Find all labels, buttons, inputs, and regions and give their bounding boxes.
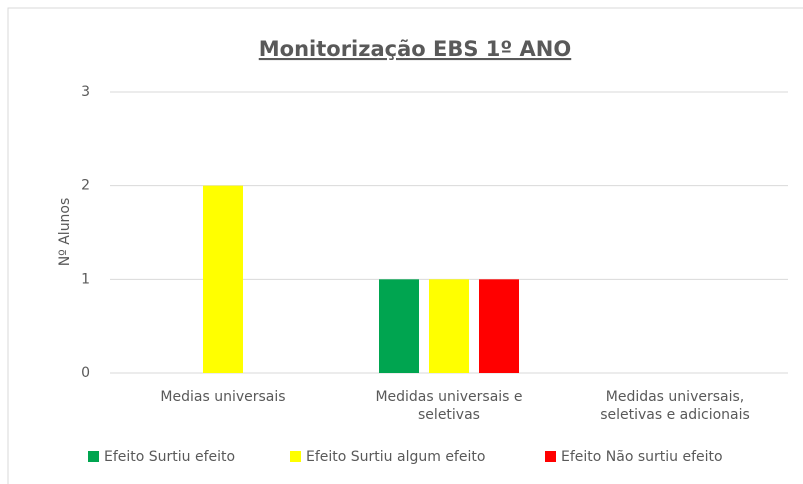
y-tick-label: 3 — [81, 84, 90, 100]
legend-swatch — [88, 451, 99, 462]
bar — [479, 279, 519, 373]
bar — [379, 279, 419, 373]
y-tick-label: 2 — [81, 178, 90, 194]
y-tick-label: 1 — [81, 271, 90, 287]
x-tick-label: Medidas universais, seletivas e adiciona… — [600, 389, 750, 423]
legend-label: Efeito Surtiu efeito — [104, 449, 235, 465]
legend-label: Efeito Não surtiu efeito — [561, 449, 723, 465]
y-tick-label: 0 — [81, 365, 90, 381]
chart-title: Monitorização EBS 1º ANO — [259, 37, 571, 61]
legend-label: Efeito Surtiu algum efeito — [306, 449, 485, 465]
chart-frame — [7, 7, 803, 484]
x-tick-label: Medias universais — [160, 389, 286, 405]
legend-swatch — [290, 451, 301, 462]
x-tick-label: Medidas universais e seletivas — [375, 389, 523, 423]
bar — [429, 279, 469, 373]
y-axis-label: Nº Alunos — [57, 198, 73, 267]
legend-swatch — [545, 451, 556, 462]
bar — [203, 185, 243, 373]
